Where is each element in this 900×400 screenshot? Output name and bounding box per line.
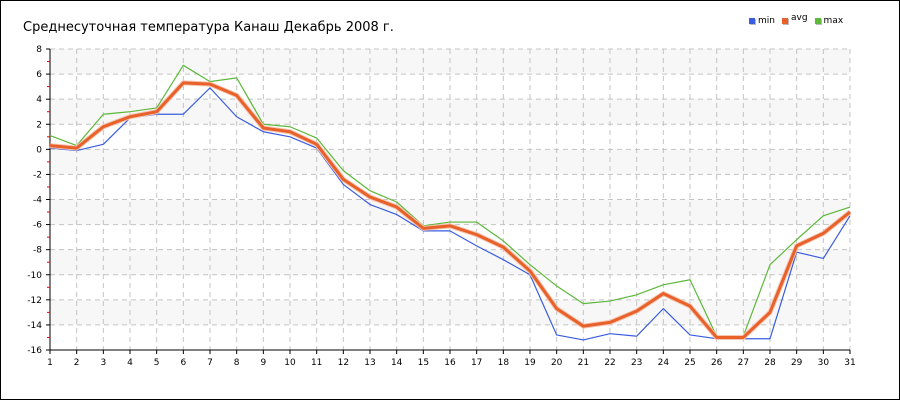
chart-title: Среднесуточная температура Канаш Декабрь… <box>23 20 394 35</box>
y-tick-label: -12 <box>27 296 42 306</box>
y-tick-label: 0 <box>36 145 42 155</box>
y-tick-label: 4 <box>36 95 42 105</box>
y-tick-label: -2 <box>33 170 42 180</box>
x-tick-label: 21 <box>578 358 589 368</box>
y-tick-label: -14 <box>27 321 42 331</box>
x-tick-label: 31 <box>844 358 855 368</box>
legend-swatch-max <box>814 18 821 24</box>
series-line-avg <box>49 81 851 339</box>
legend: min avg max <box>749 13 844 26</box>
x-tick-label: 3 <box>100 358 106 368</box>
y-tick-label: 8 <box>36 45 42 55</box>
x-tick-label: 14 <box>391 358 403 368</box>
x-tick-label: 5 <box>154 358 160 368</box>
y-tick-label: 2 <box>36 120 42 130</box>
legend-item-min: min <box>749 16 775 26</box>
x-tick-label: 8 <box>234 358 240 368</box>
legend-swatch-min <box>749 18 755 24</box>
y-tick-label: -4 <box>33 196 42 206</box>
y-tick-label: -6 <box>33 221 42 231</box>
x-tick-label: 13 <box>364 358 375 368</box>
x-tick-label: 24 <box>658 358 670 368</box>
x-tick-label: 6 <box>180 358 186 368</box>
x-tick-label: 12 <box>338 358 349 368</box>
legend-item-max: max <box>814 16 844 26</box>
x-tick-label: 28 <box>764 358 776 368</box>
x-tick-label: 18 <box>498 358 510 368</box>
x-tick-label: 1 <box>47 358 53 368</box>
grid-band <box>50 249 850 275</box>
x-tick-label: 29 <box>791 358 803 368</box>
legend-label-max: max <box>823 16 844 26</box>
legend-swatch-avg <box>781 18 788 24</box>
x-tick-label: 25 <box>684 358 695 368</box>
y-tick-label: 6 <box>36 70 42 80</box>
y-tick-label: -16 <box>27 346 42 356</box>
x-tick-label: 16 <box>444 358 456 368</box>
x-tick-label: 11 <box>311 358 322 368</box>
y-tick-label: -10 <box>27 271 42 281</box>
x-tick-label: 26 <box>711 358 723 368</box>
legend-label-min: min <box>758 16 775 26</box>
legend-label-avg: avg <box>790 13 808 23</box>
x-tick-label: 4 <box>127 358 133 368</box>
x-tick-label: 15 <box>418 358 429 368</box>
y-tick-label: -8 <box>33 246 42 256</box>
x-tick-label: 7 <box>207 358 213 368</box>
x-tick-label: 10 <box>284 358 296 368</box>
x-tick-label: 22 <box>604 358 615 368</box>
x-tick-label: 17 <box>471 358 482 368</box>
x-tick-label: 2 <box>74 358 80 368</box>
x-tick-label: 23 <box>631 358 642 368</box>
x-tick-label: 9 <box>260 358 266 368</box>
legend-item-avg: avg <box>781 13 808 26</box>
x-tick-label: 19 <box>524 358 536 368</box>
x-tick-label: 27 <box>738 358 749 368</box>
grid-band <box>50 99 850 125</box>
x-tick-label: 20 <box>551 358 563 368</box>
x-tick-label: 30 <box>818 358 830 368</box>
